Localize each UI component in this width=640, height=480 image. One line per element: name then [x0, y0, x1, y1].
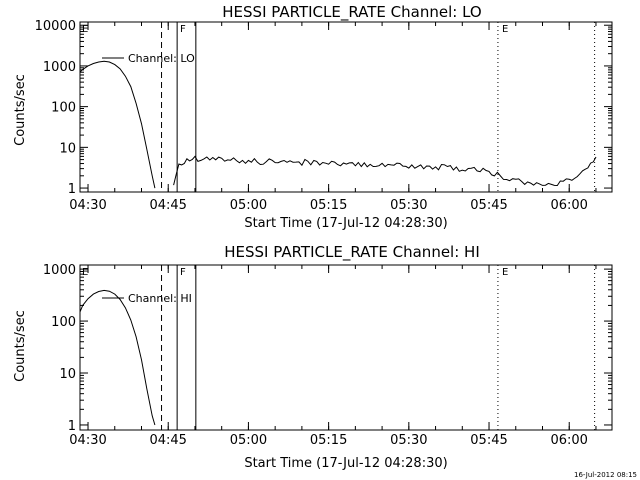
event-mark-e2-hi: E — [502, 267, 508, 278]
x-tick-label: 05:45 — [470, 198, 507, 213]
y-tick-label: 10000 — [35, 19, 76, 34]
x-tick-label: 05:15 — [310, 198, 347, 213]
y-tick-label: 10 — [59, 367, 76, 382]
event-mark-e2-lo: E — [502, 24, 508, 35]
y-axis-label-lo: Counts/sec — [13, 74, 28, 146]
event-mark-e1-hi: E — [82, 267, 88, 278]
series-hi — [79, 289, 156, 426]
series-line — [79, 60, 156, 189]
panel-lo: HESSI PARTICLE_RATE Channel: LO Counts/s… — [13, 3, 613, 231]
x-tick-label: 05:00 — [230, 433, 267, 448]
event-lines-hi — [161, 265, 596, 430]
plot-frame-lo — [79, 21, 613, 193]
legend-label-hi: Channel: HI — [128, 292, 192, 305]
x-axis-label-lo: Start Time (17-Jul-12 04:28:30) — [244, 216, 447, 231]
ticks-lo: 04:30 04:45 05:00 05:15 05:30 05:45 06:00 1 10 10… — [35, 19, 612, 213]
plot-frame-hi — [79, 264, 613, 431]
y-tick-label: 1 — [68, 182, 76, 197]
y-tick-label: 1000 — [43, 60, 76, 75]
x-tick-label: 04:45 — [149, 433, 186, 448]
x-tick-label: 06:00 — [550, 433, 587, 448]
event-lines-lo — [161, 22, 596, 192]
series-line — [79, 289, 156, 426]
x-tick-label: 04:30 — [69, 433, 106, 448]
x-tick-label: 04:30 — [69, 198, 106, 213]
x-tick-label: 05:45 — [470, 433, 507, 448]
series-line — [173, 155, 597, 187]
y-axis-label-hi: Counts/sec — [13, 310, 28, 382]
event-mark-f-lo: F — [180, 24, 186, 35]
x-tick-label: 05:30 — [390, 198, 427, 213]
y-tick-label: 1 — [68, 419, 76, 434]
event-mark-e1-lo: E — [82, 24, 88, 35]
x-axis-label-hi: Start Time (17-Jul-12 04:28:30) — [244, 456, 447, 471]
y-tick-label: 10 — [59, 141, 76, 156]
x-tick-label: 04:45 — [149, 198, 186, 213]
chart-title-lo: HESSI PARTICLE_RATE Channel: LO — [222, 3, 481, 22]
y-tick-label: 1000 — [43, 263, 76, 278]
x-tick-label: 05:00 — [230, 198, 267, 213]
x-tick-label: 05:15 — [310, 433, 347, 448]
panel-hi: HESSI PARTICLE_RATE Channel: HI Counts/s… — [13, 243, 613, 471]
x-tick-label: 06:00 — [550, 198, 587, 213]
y-tick-label: 100 — [51, 101, 76, 116]
event-mark-f-hi: F — [180, 267, 186, 278]
chart-title-hi: HESSI PARTICLE_RATE Channel: HI — [224, 243, 480, 262]
x-tick-label: 05:30 — [390, 433, 427, 448]
ticks-hi: 04:30 04:45 05:00 05:15 05:30 05:45 06:00 1 10 10… — [43, 263, 612, 448]
series-lo — [79, 60, 597, 189]
legend-label-lo: Channel: LO — [128, 52, 195, 65]
y-tick-label: 100 — [51, 315, 76, 330]
plot-timestamp: 16-Jul-2012 08:15 — [574, 471, 637, 479]
